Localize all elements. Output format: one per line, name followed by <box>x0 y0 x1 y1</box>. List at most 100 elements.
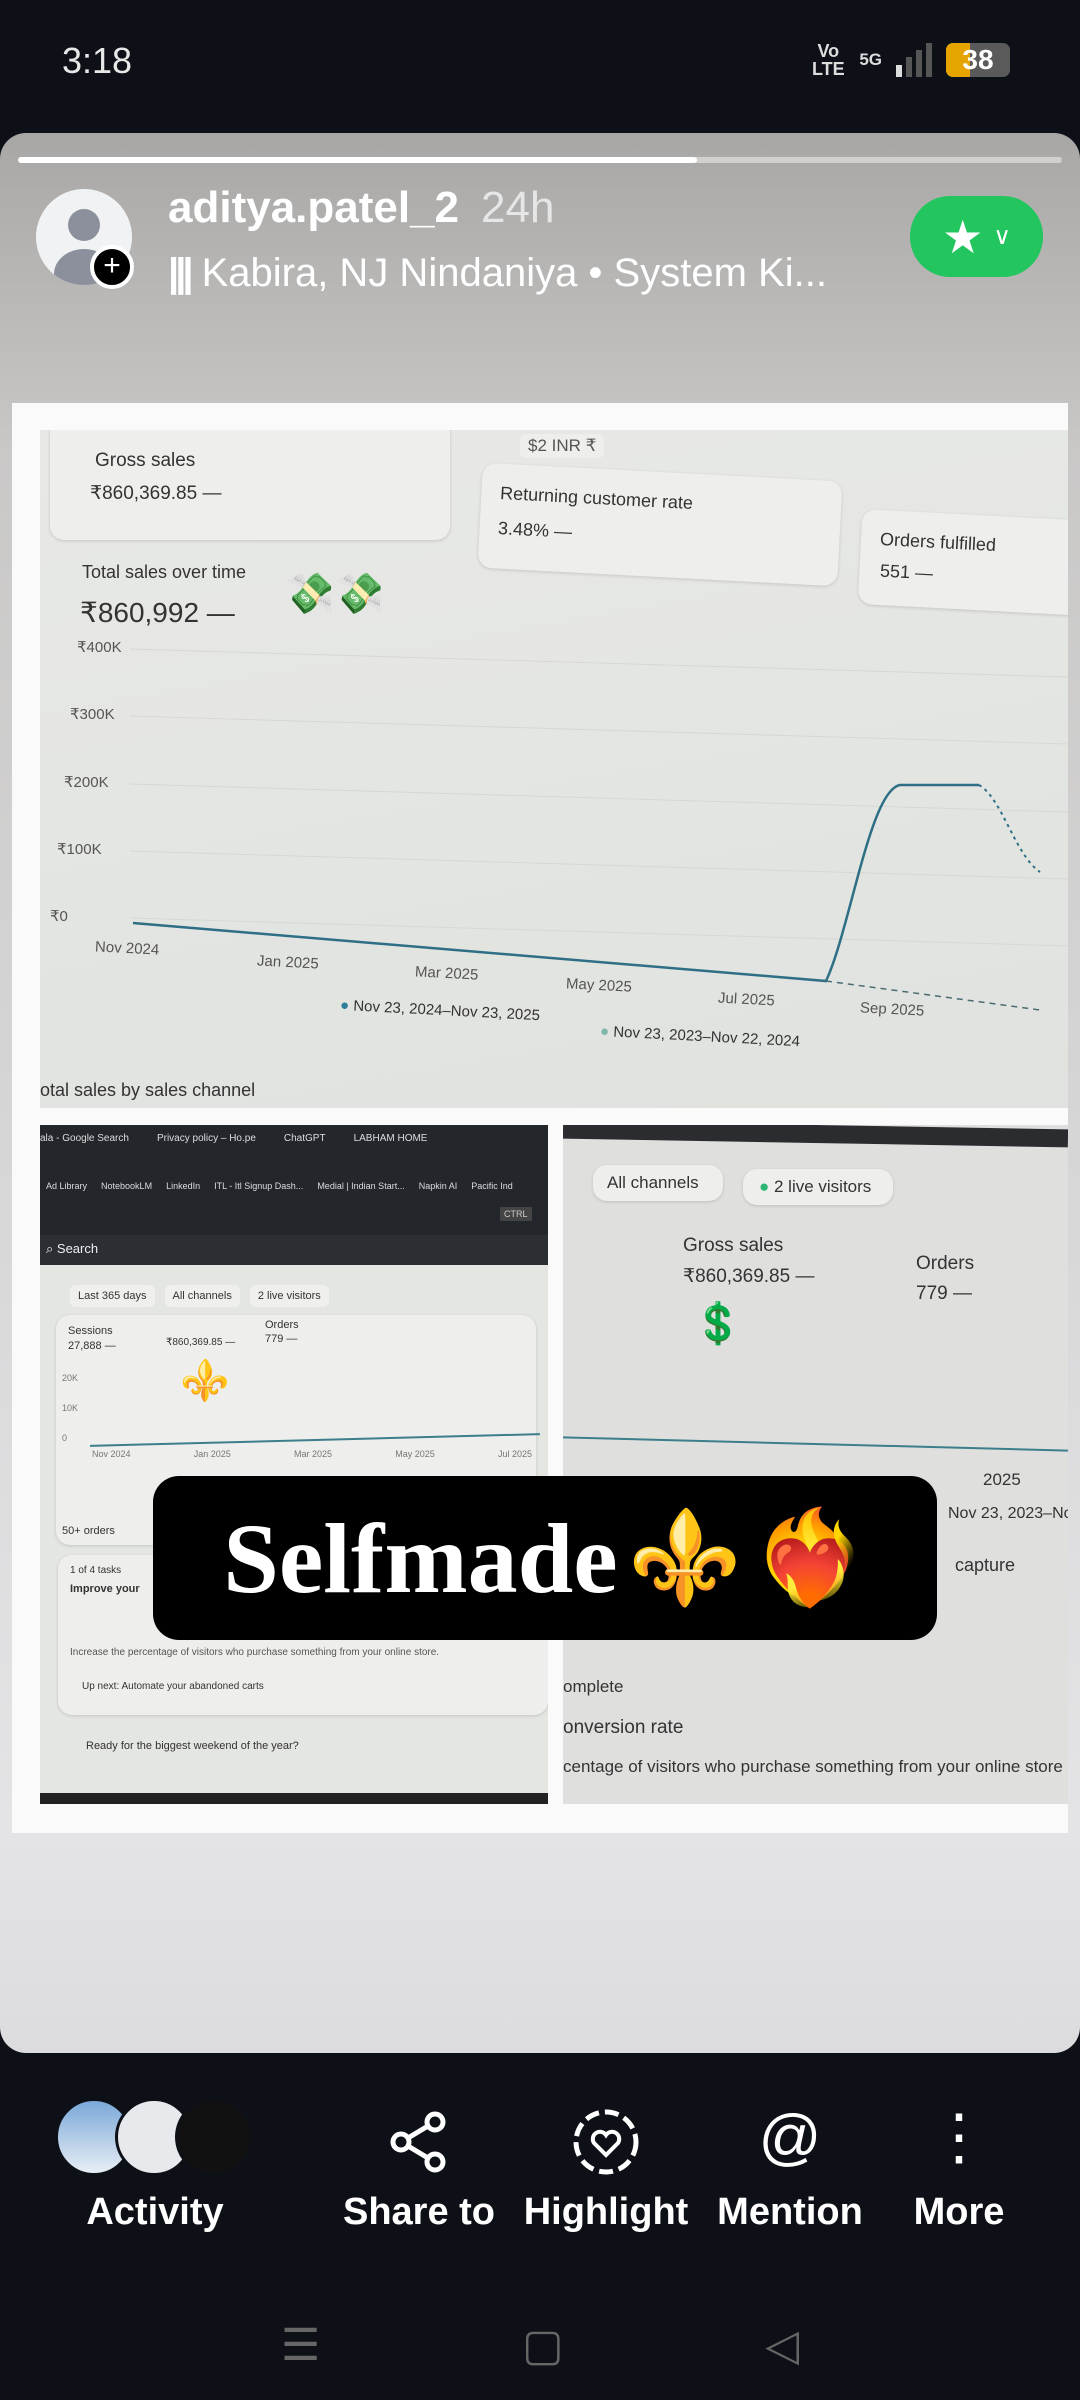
bookmark[interactable]: Medial | Indian Start... <box>317 1181 405 1191</box>
browser-tab[interactable]: Privacy policy – Ho.pe <box>156 1133 256 1144</box>
battery-level: 38 <box>962 44 994 75</box>
selfmade-sticker[interactable]: Selfmade ⚜️ ❤️‍🔥 <box>153 1476 937 1640</box>
gross-value: ₹860,369.85 — <box>166 1337 236 1348</box>
x-tick: Jul 2025 <box>497 1449 532 1459</box>
y-tick: ₹300K <box>70 706 115 723</box>
all-channels-chip[interactable] <box>593 1165 723 1201</box>
chart-title: Total sales over time <box>82 562 247 582</box>
date-chip: $2 INR ₹ <box>520 434 605 458</box>
home-icon[interactable]: ▢ <box>522 2320 564 2370</box>
gridline <box>129 783 1068 813</box>
activity-label: Activity <box>86 2191 224 2233</box>
gridline <box>129 648 1068 678</box>
search-bar[interactable]: ⌕ Search <box>46 1241 99 1256</box>
browser-chrome <box>40 1125 548 1235</box>
y-tick: ₹200K <box>64 774 109 791</box>
sticker-text: Selfmade <box>223 1502 618 1614</box>
tasks-progress: 1 of 4 tasks <box>70 1565 122 1576</box>
dashboard-photo-right: All channels ● 2 live visitors Gross sal… <box>563 1125 1068 1804</box>
x-tick: Jan 2025 <box>256 952 320 973</box>
all-channels-text: All channels <box>607 1173 699 1192</box>
story-age: 24h <box>481 183 555 232</box>
x-tick: Nov 2024 <box>92 1449 131 1459</box>
music-text: Kabira, NJ Nindaniya • System Ki... <box>201 251 827 295</box>
x-tick: Sep 2025 <box>859 999 925 1020</box>
browser-tab[interactable]: LABHAM HOME <box>353 1133 428 1144</box>
x-tick: May 2025 <box>565 975 633 996</box>
system-icons: Vo LTE 5G 38 <box>811 42 1010 78</box>
story-progress-bar <box>18 157 1062 163</box>
x-tick: Mar 2025 <box>414 963 479 984</box>
money-sticker-icon: 💸💸 <box>285 572 385 616</box>
mention-label: Mention <box>717 2191 863 2233</box>
y-tick: 10K <box>62 1403 79 1413</box>
ready-heading: Ready for the biggest weekend of the yea… <box>86 1740 299 1752</box>
back-icon[interactable]: ◁ <box>765 2320 800 2370</box>
close-friends-button[interactable]: ★ ∨ <box>910 196 1043 277</box>
conversion-desc: centage of visitors who purchase somethi… <box>563 1757 1063 1776</box>
gross-sales-label: Gross sales <box>95 450 196 471</box>
bookmark[interactable]: Ad Library <box>46 1181 88 1191</box>
y-tick: 20K <box>62 1373 79 1383</box>
story-action-bar: Activity Share to Highlight @ Mention ⋮ … <box>0 2053 1080 2283</box>
gridline <box>129 917 1068 947</box>
gross-sales-label: Gross sales <box>683 1235 784 1256</box>
orders-label: Orders <box>265 1319 299 1331</box>
up-next: Up next: Automate your abandoned carts <box>82 1681 264 1692</box>
series-previous-line <box>825 980 1041 1011</box>
ctrl-k-hint: CTRL <box>500 1207 532 1221</box>
series-projection-line <box>978 784 1041 873</box>
capture-text: capture <box>955 1555 1016 1575</box>
bookmark[interactable]: NotebookLM <box>101 1181 153 1191</box>
story-viewer[interactable]: + aditya.patel_2 24h ||| Kabira, NJ Nindan… <box>0 133 1080 2053</box>
bookmark[interactable]: Pacific Ind <box>471 1181 513 1191</box>
fleur-sticker-icon: ⚜️ <box>180 1359 230 1403</box>
gridline <box>129 850 1068 880</box>
y-tick: 0 <box>62 1433 68 1443</box>
recents-icon[interactable]: ☰ <box>280 2320 321 2370</box>
more-label: More <box>913 2191 1005 2233</box>
sales-line-chart <box>129 648 1068 1011</box>
x-tick: 2025 <box>983 1470 1021 1489</box>
filter-chip[interactable]: Last 365 days <box>70 1285 155 1307</box>
bookmark[interactable]: ITL - Itl Signup Dash... <box>214 1181 304 1191</box>
legend-text: Nov 23, 2023–No <box>948 1505 1068 1522</box>
x-tick: May 2025 <box>395 1449 435 1459</box>
bookmark[interactable]: Napkin AI <box>418 1181 458 1191</box>
y-tick: ₹100K <box>57 841 102 858</box>
browser-tab[interactable]: ala - Google Search <box>40 1133 129 1144</box>
filter-chip[interactable]: All channels <box>164 1285 240 1307</box>
orders-label: Orders <box>916 1253 975 1274</box>
live-visitors-text: 2 live visitors <box>774 1177 872 1196</box>
highlight-label: Highlight <box>523 2191 689 2233</box>
series-current-line <box>132 783 979 983</box>
music-bars-icon: ||| <box>168 251 194 295</box>
dashboard-photo-left: ala - Google Search Privacy policy – Ho.p… <box>40 1125 548 1804</box>
gross-sales-value: ₹860,369.85 — <box>90 483 222 504</box>
status-bar: 3:18 Vo LTE 5G 38 <box>0 0 1080 130</box>
browser-tab[interactable]: ChatGPT <box>283 1133 326 1144</box>
sessions-label: Sessions <box>68 1325 113 1337</box>
y-tick: ₹400K <box>77 639 122 656</box>
improve-desc: Increase the percentage of visitors who … <box>70 1647 440 1658</box>
live-visitors: ● 2 live visitors <box>759 1177 872 1196</box>
share-label: Share to <box>342 2191 496 2233</box>
add-story-icon[interactable]: + <box>90 245 134 289</box>
avatar[interactable] <box>36 189 132 285</box>
username-text[interactable]: aditya.patel_2 <box>168 183 460 232</box>
bookmark[interactable]: LinkedIn <box>166 1181 201 1191</box>
conversion-heading: onversion rate <box>563 1717 684 1738</box>
star-icon: ★ <box>942 210 984 263</box>
filter-chip[interactable]: 2 live visitors <box>249 1285 329 1307</box>
username[interactable]: aditya.patel_2 24h <box>168 183 554 233</box>
orders-badge: 50+ orders <box>62 1525 115 1537</box>
heart-on-fire-icon: ❤️‍🔥 <box>752 1506 867 1609</box>
highlight-icon <box>571 2093 641 2183</box>
music-label[interactable]: ||| Kabira, NJ Nindaniya • System Ki... <box>168 251 827 296</box>
orders-value: 779 — <box>265 1333 298 1345</box>
chart-total: ₹860,992 — <box>80 597 235 628</box>
x-tick: Nov 2024 <box>94 938 160 959</box>
network-type: 5G <box>859 50 882 69</box>
improve-heading: Improve your <box>70 1583 140 1595</box>
sales-channel-heading: otal sales by sales channel <box>40 1080 256 1100</box>
